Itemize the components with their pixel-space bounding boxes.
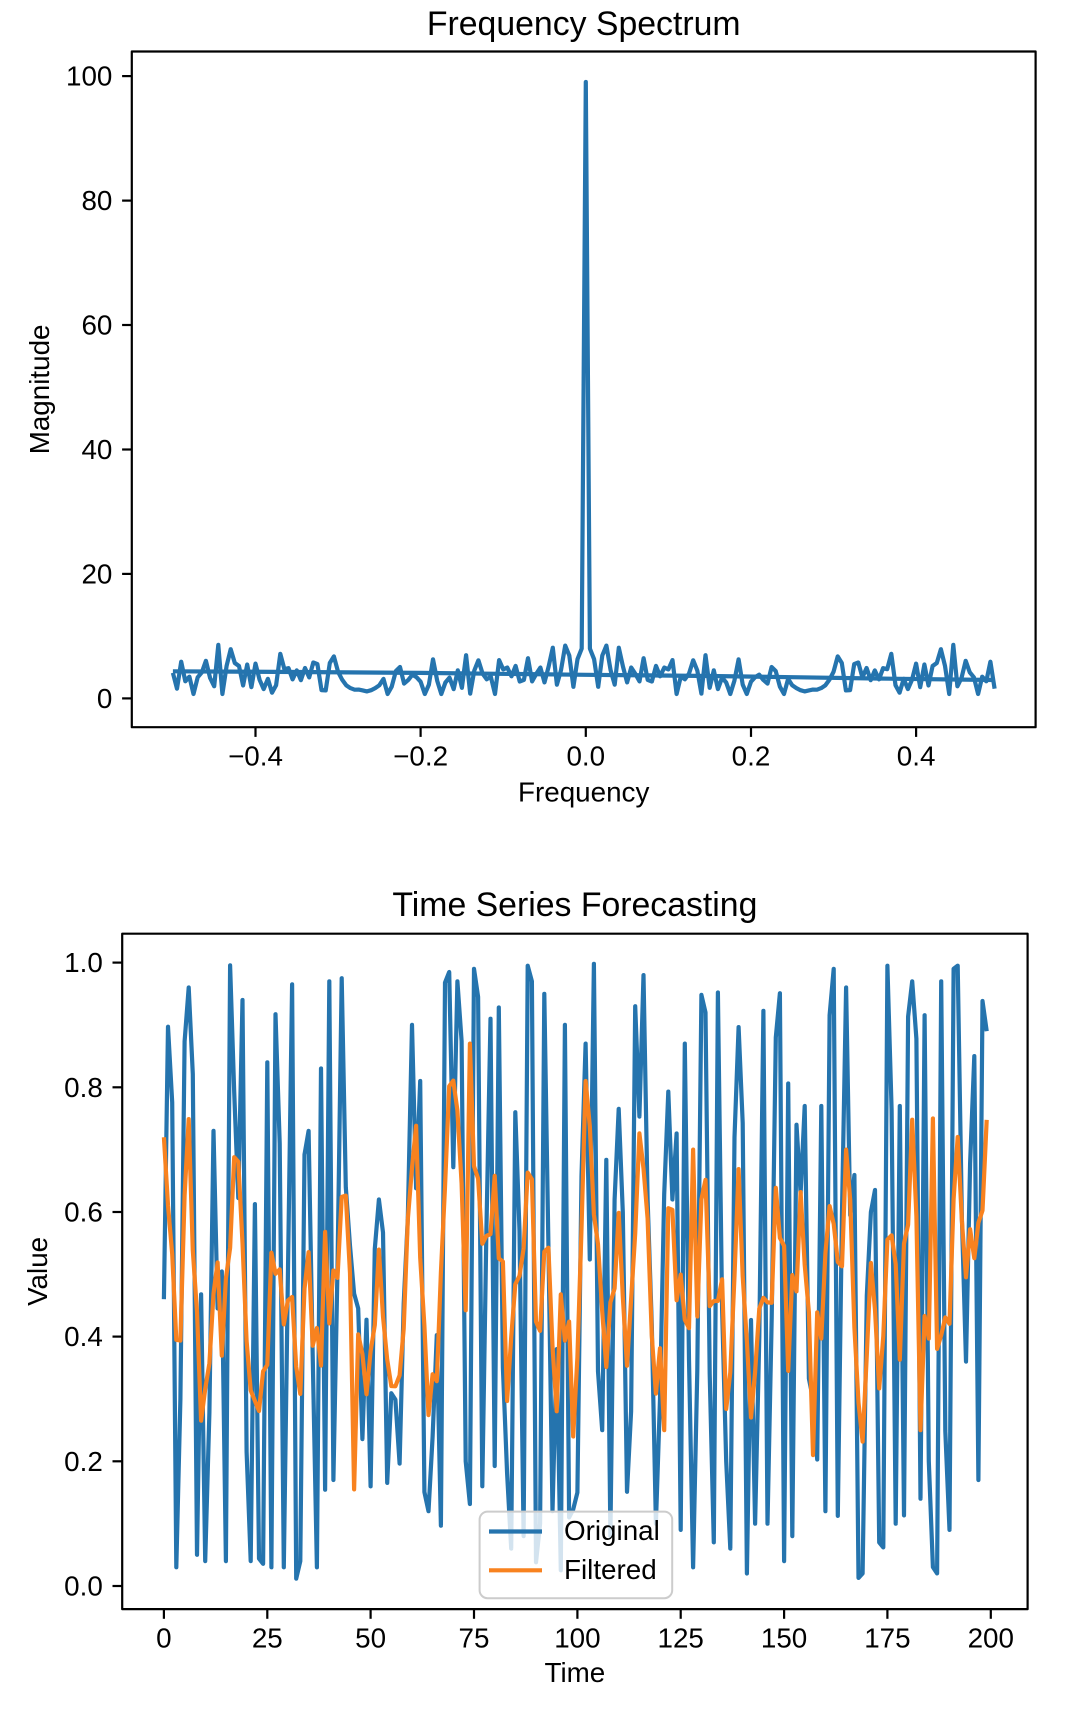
- svg-text:0.0: 0.0: [566, 741, 605, 772]
- svg-text:80: 80: [81, 185, 112, 216]
- svg-text:Time: Time: [545, 1657, 606, 1688]
- svg-text:60: 60: [81, 310, 112, 341]
- svg-text:0.4: 0.4: [64, 1321, 103, 1352]
- svg-text:125: 125: [658, 1623, 704, 1654]
- svg-text:0.2: 0.2: [64, 1446, 103, 1477]
- svg-text:150: 150: [761, 1623, 807, 1654]
- svg-text:Frequency: Frequency: [518, 776, 649, 807]
- svg-text:0.6: 0.6: [64, 1197, 103, 1228]
- svg-text:25: 25: [252, 1623, 283, 1654]
- svg-text:50: 50: [355, 1623, 386, 1654]
- svg-text:200: 200: [968, 1623, 1014, 1654]
- svg-text:Filtered: Filtered: [564, 1554, 657, 1585]
- svg-text:40: 40: [81, 434, 112, 465]
- svg-text:−0.4: −0.4: [228, 741, 283, 772]
- svg-text:20: 20: [81, 559, 112, 590]
- svg-text:0: 0: [156, 1623, 171, 1654]
- svg-text:175: 175: [864, 1623, 910, 1654]
- svg-text:0.8: 0.8: [64, 1072, 103, 1103]
- svg-text:−0.2: −0.2: [393, 741, 448, 772]
- svg-text:Value: Value: [22, 1237, 53, 1306]
- svg-text:0: 0: [97, 683, 112, 714]
- svg-text:100: 100: [66, 61, 112, 92]
- svg-text:1.0: 1.0: [64, 947, 103, 978]
- svg-text:Magnitude: Magnitude: [24, 324, 55, 454]
- svg-text:75: 75: [459, 1623, 490, 1654]
- svg-text:0.4: 0.4: [897, 741, 936, 772]
- svg-text:0.0: 0.0: [64, 1571, 103, 1602]
- svg-text:Frequency Spectrum: Frequency Spectrum: [427, 5, 741, 43]
- svg-text:100: 100: [554, 1623, 600, 1654]
- svg-text:Time Series Forecasting: Time Series Forecasting: [392, 886, 757, 924]
- svg-text:Original: Original: [564, 1515, 660, 1546]
- svg-text:0.2: 0.2: [732, 741, 771, 772]
